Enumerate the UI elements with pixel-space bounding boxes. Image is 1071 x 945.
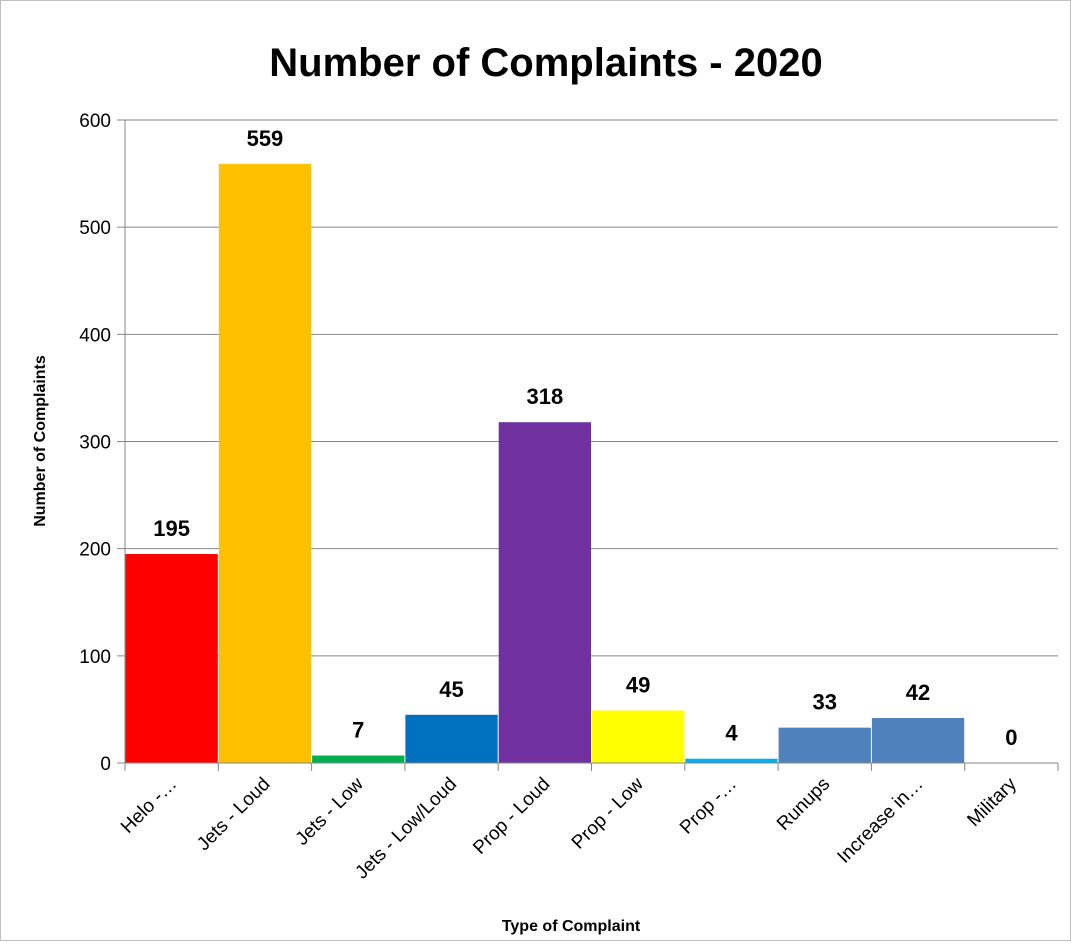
x-category-label: Prop -… bbox=[676, 774, 741, 839]
data-label: 318 bbox=[526, 384, 563, 409]
bar-5 bbox=[498, 422, 591, 763]
bar-1 bbox=[125, 554, 218, 763]
x-category-label: Increase in… bbox=[834, 774, 928, 868]
data-label: 7 bbox=[352, 717, 364, 742]
x-category-label: Military bbox=[963, 773, 1021, 831]
bar-4 bbox=[405, 714, 498, 763]
x-category-label: Prop - Loud bbox=[469, 774, 554, 859]
data-label: 4 bbox=[725, 721, 738, 746]
chart-title: Number of Complaints - 2020 bbox=[269, 41, 822, 85]
data-label: 49 bbox=[626, 672, 650, 697]
y-tick-label: 100 bbox=[79, 647, 111, 668]
y-tick-label: 400 bbox=[79, 325, 111, 346]
data-label: 559 bbox=[247, 126, 284, 151]
y-tick-label: 500 bbox=[79, 218, 111, 239]
bar-8 bbox=[778, 727, 871, 763]
bar-3 bbox=[312, 755, 405, 763]
data-label: 45 bbox=[439, 677, 463, 702]
y-tick-label: 0 bbox=[100, 754, 111, 775]
x-axis-title: Type of Complaint bbox=[502, 918, 641, 935]
x-category-label: Jets - Low/Loud bbox=[351, 774, 461, 884]
bar-2 bbox=[218, 163, 312, 763]
y-axis-title: Number of Complaints bbox=[32, 355, 49, 527]
data-label: 33 bbox=[813, 690, 837, 715]
y-tick-label: 300 bbox=[79, 433, 111, 454]
x-category-label: Helo -… bbox=[117, 774, 181, 838]
y-tick-label: 200 bbox=[79, 540, 111, 561]
bar-6 bbox=[592, 710, 685, 763]
y-axis-ticks: 0 100 200 300 400 500 600 bbox=[79, 111, 111, 775]
y-tick-label: 600 bbox=[79, 111, 111, 132]
bar-9 bbox=[871, 717, 965, 763]
data-label: 195 bbox=[153, 516, 190, 541]
data-labels: 195 559 7 45 318 49 4 33 42 0 bbox=[153, 126, 1017, 750]
bars bbox=[125, 163, 965, 763]
x-category-label: Jets - Loud bbox=[193, 774, 274, 855]
data-label: 0 bbox=[1005, 725, 1017, 750]
x-category-label: Runups bbox=[773, 774, 834, 835]
bar-7 bbox=[685, 758, 778, 763]
x-category-label: Jets - Low bbox=[292, 773, 368, 849]
data-label: 42 bbox=[906, 680, 930, 705]
x-category-label: Prop - Low bbox=[568, 773, 648, 853]
